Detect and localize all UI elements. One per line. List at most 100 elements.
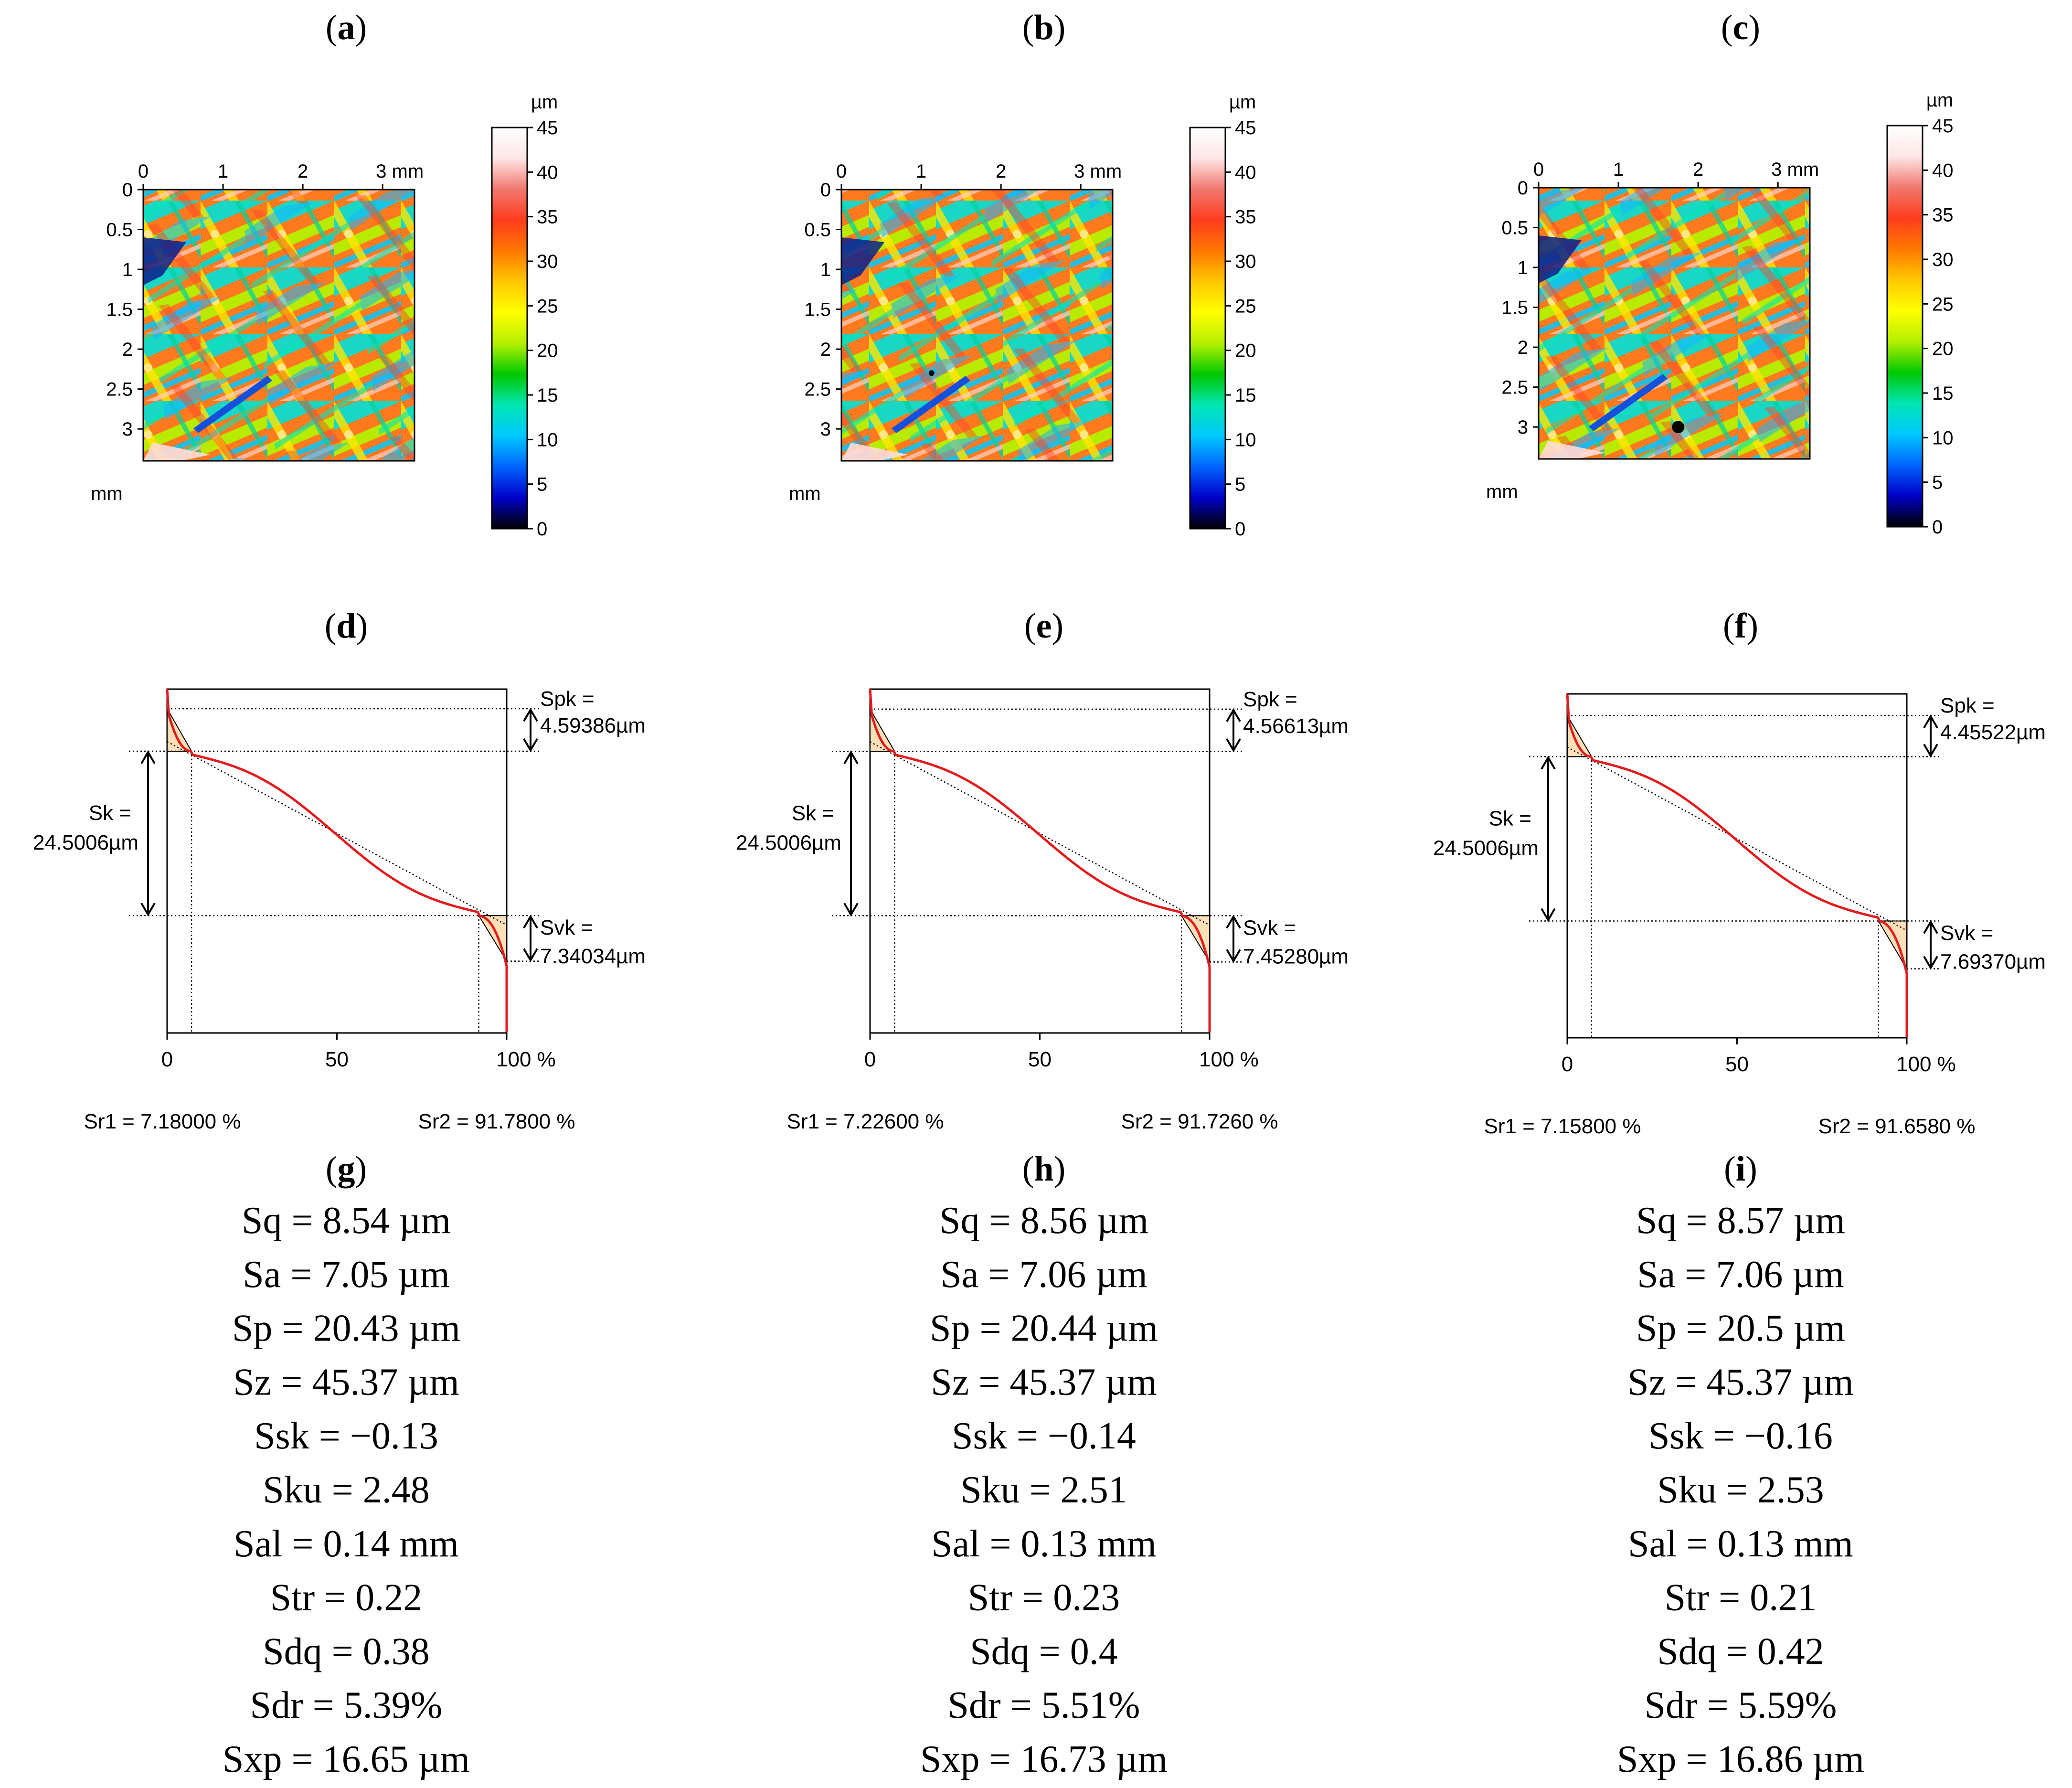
y-tick-label: 2 [820,339,831,360]
panel-label-c: (c) [1721,8,1760,47]
plot-frame [1566,693,1908,1039]
x-tick-label: 2 [298,161,308,182]
x-tick-label: 0 [1533,159,1544,180]
colorbar-tick-label: 5 [1932,472,1943,493]
height-map-a: 0 1 2 3 mm 0 0.5 1 1.5 2 2.5 3 mm µm 0 5 10 15 20 25 30 35 40… [91,92,558,540]
parameter-row: Sdq = 0.38 [263,1630,430,1672]
table-letter: i [1736,1149,1746,1189]
panel-label-f: (f) [1723,607,1758,646]
svg-text:(f): (f) [1723,607,1758,646]
parameter-row: Sp = 20.44 µm [930,1308,1158,1350]
arrow-head-down [1226,949,1241,963]
y-tick-label: 2 [122,339,133,360]
panel-letter-c: c [1733,8,1749,47]
colorbar-tick-label: 40 [1932,160,1954,181]
y-tick-label: 1.5 [106,299,133,320]
arrow-head-up [1541,756,1556,770]
arrow-head-down [523,738,538,752]
sk-arrow [140,750,156,917]
surface-peak [143,443,210,461]
parameter-row: Sxp = 16.86 µm [1617,1738,1864,1780]
svk-arrow [1923,920,1938,970]
table-title: (i) [1724,1149,1757,1189]
abbott-curve-d: 0 50 100 % Spk = 4.59386µm Sk = 24.5006µm Svk =… [33,687,646,1133]
map-frame [1538,187,1811,460]
spk-value: 4.59386µm [540,714,646,737]
sr1-text: Sr1 = 7.15800 % [1484,1115,1641,1138]
parameter-row: Sxp = 16.65 µm [223,1738,470,1780]
arrow-head-up [1226,708,1241,722]
arrow-head-down [1923,744,1938,758]
arrow-head-down [1541,908,1556,922]
svk-arrow [523,915,538,962]
x-tick-label: 50 [1028,1048,1052,1071]
parameter-row: Sdr = 5.51% [948,1684,1140,1726]
y-tick-label: 0 [820,180,831,201]
colorbar-tick-label: 10 [1235,429,1256,450]
x-tick-label: 1 [916,161,926,182]
parameter-row: Sku = 2.48 [263,1469,430,1511]
y-unit-label: mm [789,483,821,504]
parameter-row: Sal = 0.13 mm [931,1523,1157,1565]
surface-groove [1589,374,1668,431]
y-tick-label: 0.5 [1501,218,1528,239]
table-letter: h [1034,1149,1053,1189]
parameter-row: Sa = 7.06 µm [1637,1254,1844,1296]
map-frame [840,189,1114,462]
spk-arrow [1923,714,1938,758]
panel-label-e: (e) [1024,607,1063,646]
surface-peak [1539,441,1605,459]
arrow-head-up [843,750,859,765]
surface-image [841,190,1113,461]
sk-label: Sk = [792,801,834,825]
parameter-row: Sdr = 5.59% [1645,1684,1837,1726]
sr2-text: Sr2 = 91.7800 % [418,1110,575,1133]
equivalent-line [1567,746,1907,931]
y-tick-label: 0.5 [106,220,133,241]
colorbar-tick-label: 25 [537,296,558,317]
y-tick-label: 2.5 [1501,377,1528,398]
arrow-head-down [1923,956,1938,970]
parameter-row: Sdq = 0.4 [970,1630,1118,1672]
equivalent-line [167,741,507,926]
bearing-curve [869,689,1211,1032]
arrow-head-up [523,915,538,929]
arrow-head-up [1226,915,1241,929]
parameter-row: Ssk = −0.16 [1648,1415,1833,1457]
parameter-row: Sp = 20.5 µm [1636,1308,1845,1350]
colorbar-tick-label: 10 [1932,427,1954,448]
sr1-text: Sr1 = 7.22600 % [786,1110,944,1133]
colorbar-tick-label: 5 [537,474,547,495]
x-tick-label: 100 % [1199,1048,1259,1071]
sr1-text: Sr1 = 7.18000 % [84,1110,241,1133]
svg-text:(a): (a) [326,8,367,47]
spk-arrow [523,708,538,752]
arrow-head-up [1923,714,1938,729]
parameter-row: Sdq = 0.42 [1657,1630,1824,1672]
bearing-curve [166,689,508,1032]
colorbar-tick-label: 40 [1235,162,1256,183]
surface-overlay [841,190,1113,461]
abbott-curve-e: 0 50 100 % Spk = 4.56613µm Sk = 24.5006µm Svk =… [736,688,1349,1133]
x-tick-label: 0 [161,1048,173,1071]
arrow-head-down [523,948,538,962]
sk-arrow [1541,756,1556,922]
panel-letter-a: a [338,8,355,47]
parameter-row: Sdr = 5.39% [250,1684,443,1726]
y-tick-label: 1 [820,259,831,280]
colorbar-tick-label: 45 [1932,116,1954,137]
parameter-row: Sp = 20.43 µm [232,1308,460,1350]
colorbar-tick-label: 0 [1932,517,1943,538]
sk-label: Sk = [89,801,131,825]
parameter-row: Sa = 7.06 µm [940,1254,1147,1296]
spk-value: 4.45522µm [1940,721,2046,744]
sk-value: 24.5006µm [1433,836,1539,860]
colorbar-tick-label: 15 [537,385,558,406]
colorbar-tick-label: 20 [1235,341,1256,362]
sr2-text: Sr2 = 91.7260 % [1121,1110,1278,1133]
svk-label: Svk = [1243,916,1296,939]
parameter-row: Sz = 45.37 µm [233,1361,459,1403]
arrow-head-up [523,708,538,722]
surface-groove [193,376,272,433]
